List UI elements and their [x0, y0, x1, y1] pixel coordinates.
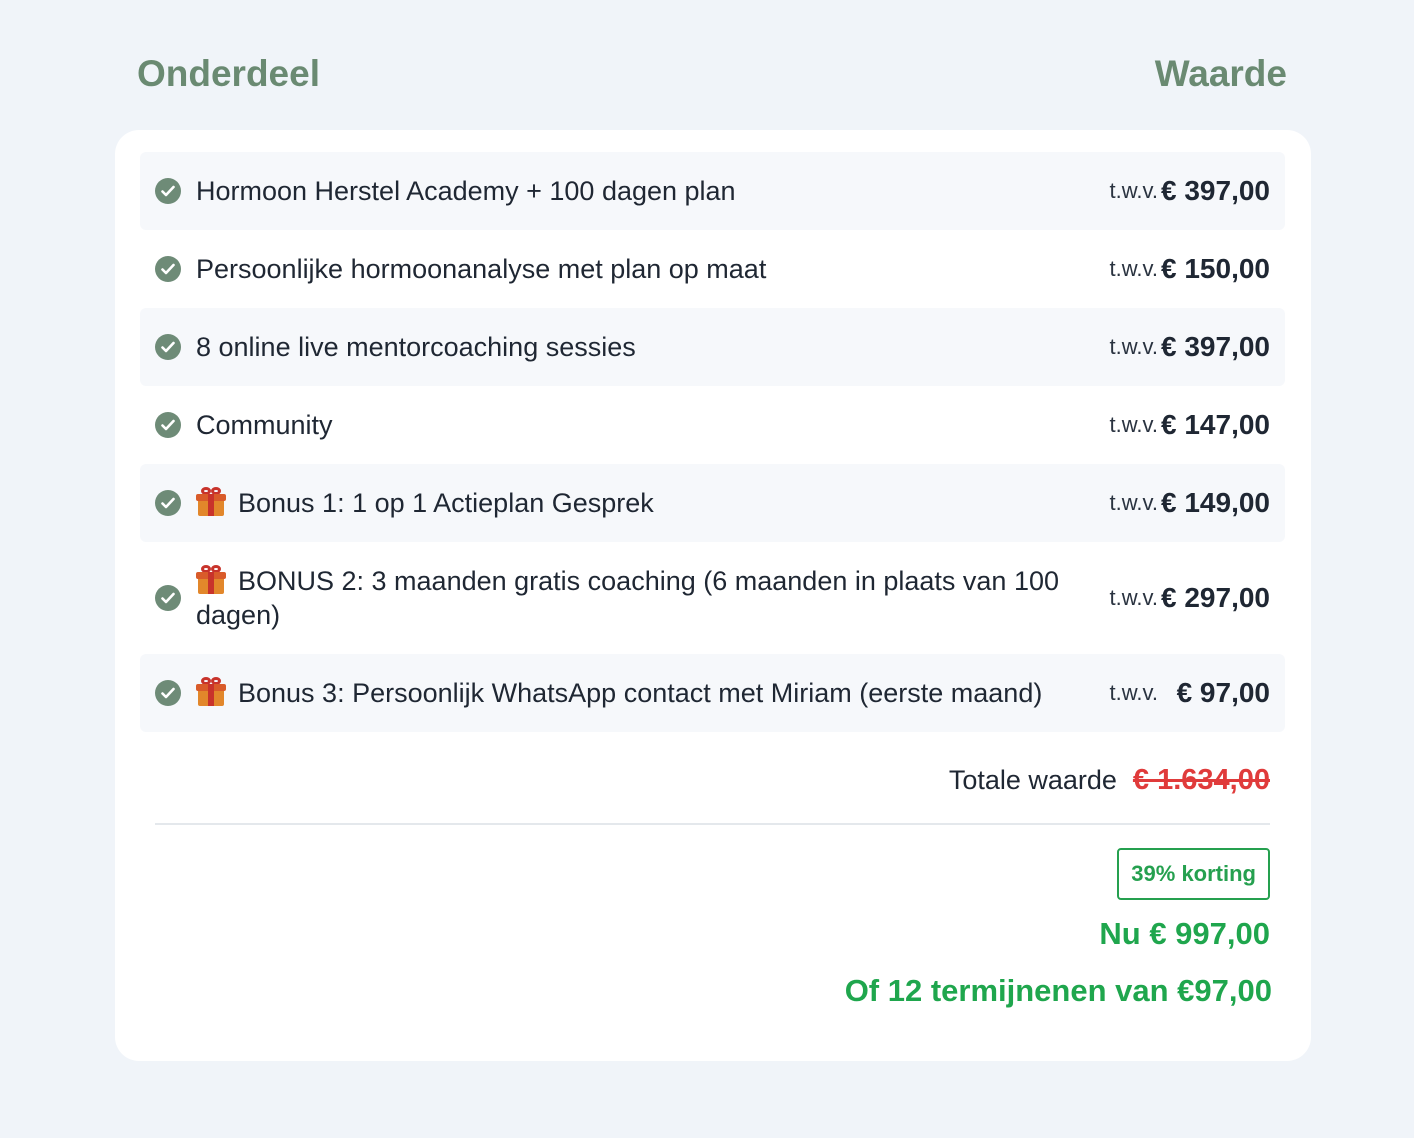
item-price: € 97,00 — [1176, 677, 1270, 708]
item-twv: t.w.v. — [1109, 256, 1159, 281]
check-circle-icon — [155, 256, 181, 282]
total-label: Totale waarde — [948, 764, 1117, 795]
check-circle-icon — [155, 412, 181, 438]
current-price: Nu € 997,00 — [1099, 916, 1270, 951]
item-twv: t.w.v. — [1109, 334, 1159, 359]
list-item: Bonus 1: 1 op 1 Actieplan Gesprek t.w.v.… — [140, 464, 1285, 542]
check-circle-icon — [155, 490, 181, 516]
item-twv: t.w.v. — [1109, 412, 1159, 437]
list-item: Community t.w.v. € 147,00 — [140, 386, 1285, 464]
item-label-wrapper: Bonus 1: 1 op 1 Actieplan Gesprek — [196, 486, 654, 520]
list-item: BONUS 2: 3 maanden gratis coaching (6 ma… — [140, 542, 1285, 654]
item-label-wrapper: BONUS 2: 3 maanden gratis coaching (6 ma… — [196, 564, 1076, 632]
check-circle-icon — [155, 680, 181, 706]
check-circle-icon — [155, 334, 181, 360]
divider — [155, 823, 1270, 825]
item-label: 8 online live mentorcoaching sessies — [196, 332, 636, 362]
item-price: € 149,00 — [1161, 487, 1270, 518]
item-label: Persoonlijke hormoonanalyse met plan op … — [196, 254, 767, 284]
column-header-onderdeel: Onderdeel — [137, 53, 320, 94]
total-value-line: Totale waarde € 1.634,00 — [949, 760, 1270, 800]
gift-icon — [196, 676, 226, 706]
total-value-strikethrough: € 1.634,00 — [1132, 763, 1270, 796]
item-label: Community — [196, 410, 333, 440]
table-header: Onderdeel Waarde — [137, 52, 1287, 96]
column-header-waarde: Waarde — [1154, 53, 1287, 94]
list-item: 8 online live mentorcoaching sessies t.w… — [140, 308, 1285, 386]
item-twv: t.w.v. — [1109, 490, 1159, 515]
check-circle-icon — [155, 585, 181, 611]
item-twv: t.w.v. — [1109, 585, 1159, 610]
item-twv: t.w.v. — [1109, 178, 1159, 203]
item-label: Bonus 1: 1 op 1 Actieplan Gesprek — [238, 488, 654, 518]
item-twv: t.w.v. — [1109, 680, 1159, 705]
item-list: Hormoon Herstel Academy + 100 dagen plan… — [140, 152, 1285, 732]
offer-card: Hormoon Herstel Academy + 100 dagen plan… — [115, 130, 1311, 1061]
item-price: € 297,00 — [1161, 582, 1270, 613]
item-price: € 147,00 — [1161, 409, 1270, 440]
item-price: € 150,00 — [1161, 253, 1270, 284]
item-price: € 397,00 — [1161, 331, 1270, 362]
item-label: Bonus 3: Persoonlijk WhatsApp contact me… — [238, 678, 1043, 708]
item-label: Hormoon Herstel Academy + 100 dagen plan — [196, 176, 736, 206]
list-item: Hormoon Herstel Academy + 100 dagen plan… — [140, 152, 1285, 230]
list-item: Persoonlijke hormoonanalyse met plan op … — [140, 230, 1285, 308]
installments-price: Of 12 termijnenen van €97,00 — [844, 973, 1272, 1008]
check-circle-icon — [155, 178, 181, 204]
item-label-wrapper: Bonus 3: Persoonlijk WhatsApp contact me… — [196, 676, 1042, 710]
gift-icon — [196, 564, 226, 594]
gift-icon — [196, 486, 226, 516]
list-item: Bonus 3: Persoonlijk WhatsApp contact me… — [140, 654, 1285, 732]
item-price: € 397,00 — [1161, 175, 1270, 206]
item-label: BONUS 2: 3 maanden gratis coaching (6 ma… — [196, 566, 1059, 630]
discount-badge: 39% korting — [1117, 848, 1270, 900]
